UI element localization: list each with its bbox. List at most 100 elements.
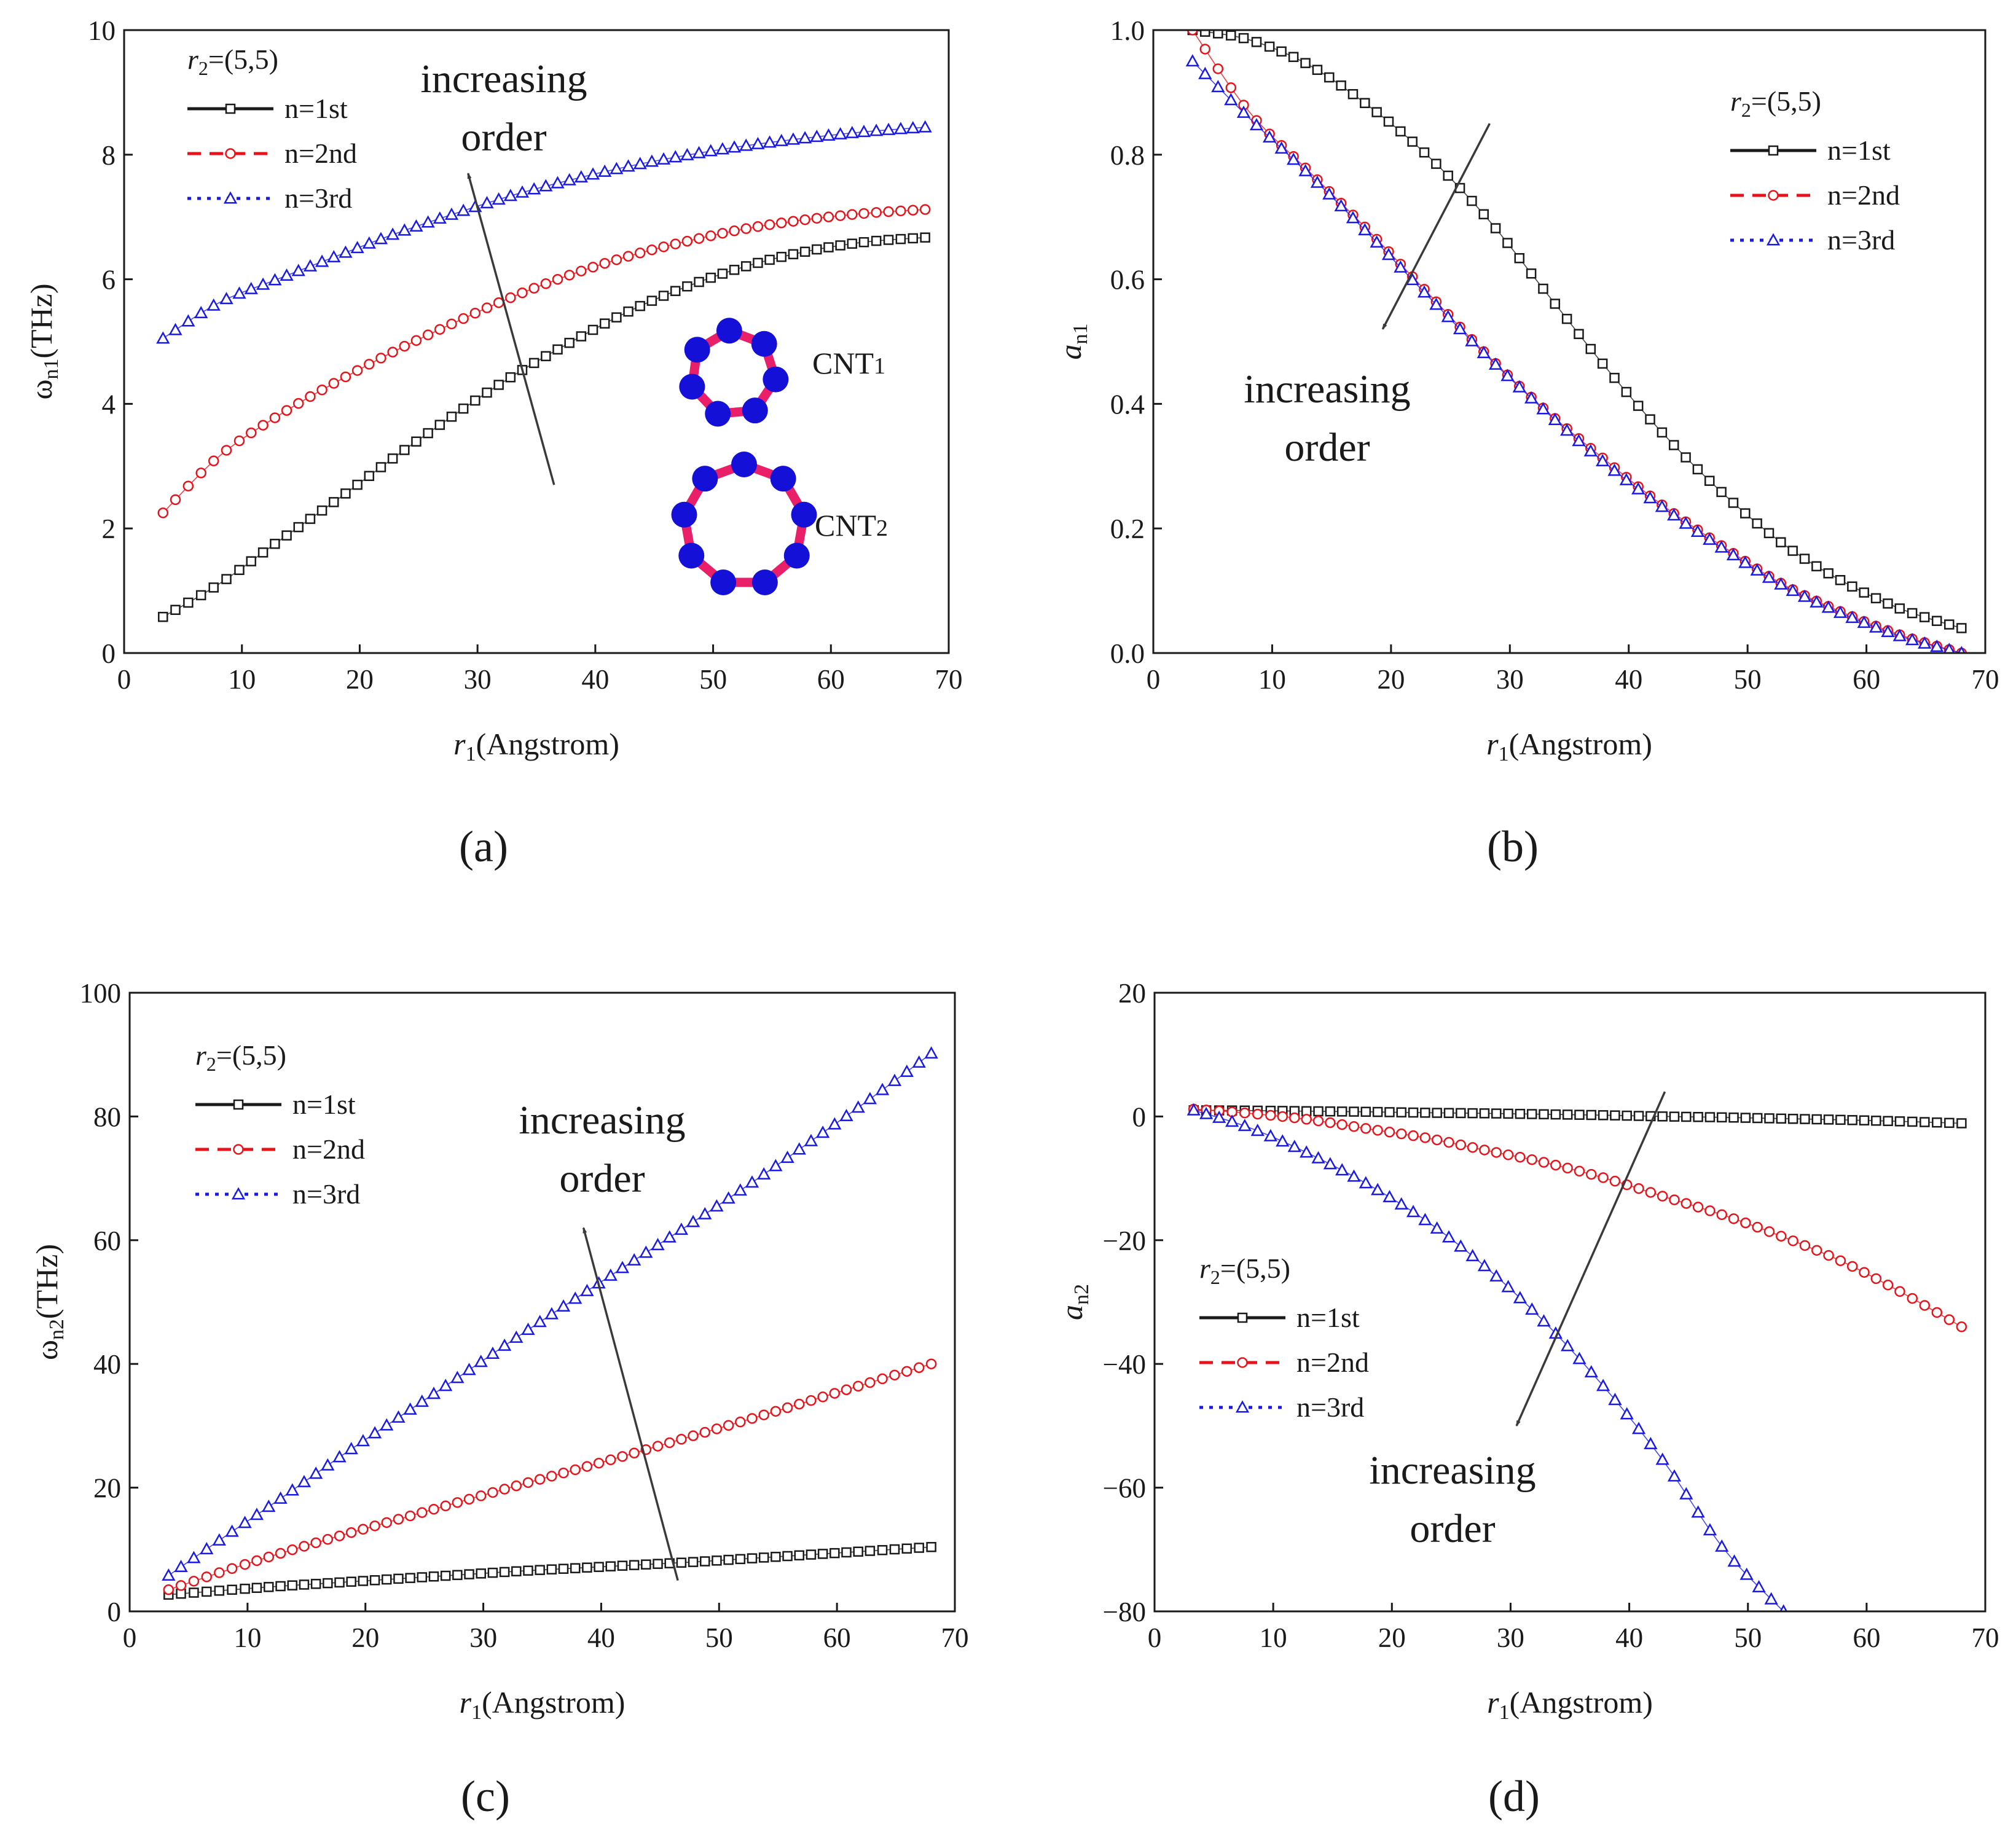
data-point (1620, 1407, 1634, 1420)
data-point (712, 1555, 722, 1566)
data-point (303, 259, 318, 272)
data-point (799, 214, 810, 225)
data-point (541, 351, 551, 361)
data-point (1443, 1108, 1454, 1118)
x-tick-label: 50 (1734, 664, 1762, 695)
data-point (458, 403, 469, 414)
data-point (263, 1551, 275, 1563)
data-point (680, 147, 694, 160)
data-point (163, 1584, 175, 1595)
legend-marker (1768, 190, 1779, 201)
data-point (1931, 1307, 1943, 1318)
data-point (1432, 1108, 1442, 1118)
data-point (1609, 1175, 1621, 1187)
data-point (1503, 1108, 1513, 1119)
data-point (398, 223, 412, 236)
x-axis-label: r1(Angstrom) (453, 727, 619, 765)
x-axis-label: r1(Angstrom) (1487, 1685, 1653, 1724)
data-point (723, 1554, 734, 1565)
data-point (1956, 1118, 1967, 1129)
data-point (251, 1555, 262, 1567)
data-point (1212, 1110, 1226, 1123)
y-tick-label: 0.4 (1110, 389, 1145, 420)
data-point (1645, 1187, 1657, 1198)
data-point (721, 1191, 735, 1204)
data-point (251, 1582, 262, 1593)
data-point (364, 359, 375, 370)
data-point (1643, 491, 1657, 504)
x-tick-label: 60 (1853, 1622, 1880, 1653)
data-point (329, 497, 339, 507)
data-point (256, 277, 270, 290)
legend-label: n=3rd (292, 1178, 360, 1210)
data-point (367, 1426, 382, 1439)
data-point (323, 1578, 333, 1589)
data-point (1370, 235, 1384, 248)
data-point (1583, 444, 1598, 456)
data-point (1431, 158, 1441, 169)
data-point (593, 1457, 605, 1469)
data-point (715, 142, 730, 155)
subplot-label-a: (a) (459, 822, 508, 871)
data-point (249, 1508, 264, 1520)
data-point (1645, 414, 1655, 424)
data-point (1185, 54, 1199, 67)
series-line (1193, 1108, 1962, 1328)
data-point (1560, 423, 1574, 436)
y-tick-label: 0.2 (1110, 514, 1145, 544)
data-point (1667, 508, 1681, 521)
data-point (1561, 313, 1572, 324)
data-point (1738, 555, 1752, 568)
data-point (812, 244, 822, 255)
data-point (688, 1430, 699, 1441)
data-point (1453, 322, 1467, 335)
data-point (913, 1362, 925, 1374)
data-point (452, 1570, 463, 1581)
data-point (646, 244, 657, 256)
data-point (464, 1569, 474, 1579)
data-point (1360, 1106, 1371, 1117)
data-point (515, 185, 530, 198)
data-point (698, 1207, 712, 1219)
data-point (1347, 89, 1359, 100)
data-point (747, 1553, 758, 1563)
data-point (339, 245, 353, 258)
x-tick-label: 20 (1377, 664, 1405, 695)
data-point (546, 1471, 557, 1482)
data-point (1276, 1134, 1290, 1147)
data-point (240, 1583, 250, 1594)
data-point (1608, 1393, 1622, 1406)
data-point (558, 1467, 569, 1479)
y-tick-label: 4 (102, 389, 116, 420)
data-point (1491, 1147, 1502, 1158)
legend-marker (1237, 1312, 1248, 1323)
data-point (1799, 1240, 1811, 1251)
data-point (877, 1373, 888, 1385)
data-point (428, 1571, 439, 1582)
data-point (426, 1387, 441, 1399)
data-point (1225, 82, 1237, 93)
data-point (758, 1409, 769, 1420)
data-point (221, 574, 232, 584)
data-point (551, 176, 565, 189)
data-point (174, 1559, 188, 1572)
data-point (1692, 464, 1703, 475)
data-point (1239, 1107, 1250, 1119)
annotation-text: increasing (1244, 367, 1410, 412)
x-tick-label: 20 (1378, 1622, 1406, 1653)
data-point (1776, 1113, 1787, 1124)
data-point (1406, 1205, 1421, 1218)
data-point (1550, 299, 1561, 309)
data-point (1679, 516, 1693, 529)
data-point (1786, 584, 1800, 597)
annotation-text: increasing (420, 57, 587, 101)
y-tick-label: −40 (1103, 1349, 1146, 1380)
data-point (1883, 598, 1893, 609)
panel-a: 0 10 20 30 40 50 60 70 0 2 4 6 8 10 r1(Angstrom) ωn1(TH… (24, 15, 963, 765)
data-point (1300, 1145, 1314, 1158)
y-tick-label: 60 (93, 1226, 121, 1256)
data-point (1811, 561, 1822, 572)
data-point (487, 1567, 498, 1578)
data-point (693, 233, 705, 244)
